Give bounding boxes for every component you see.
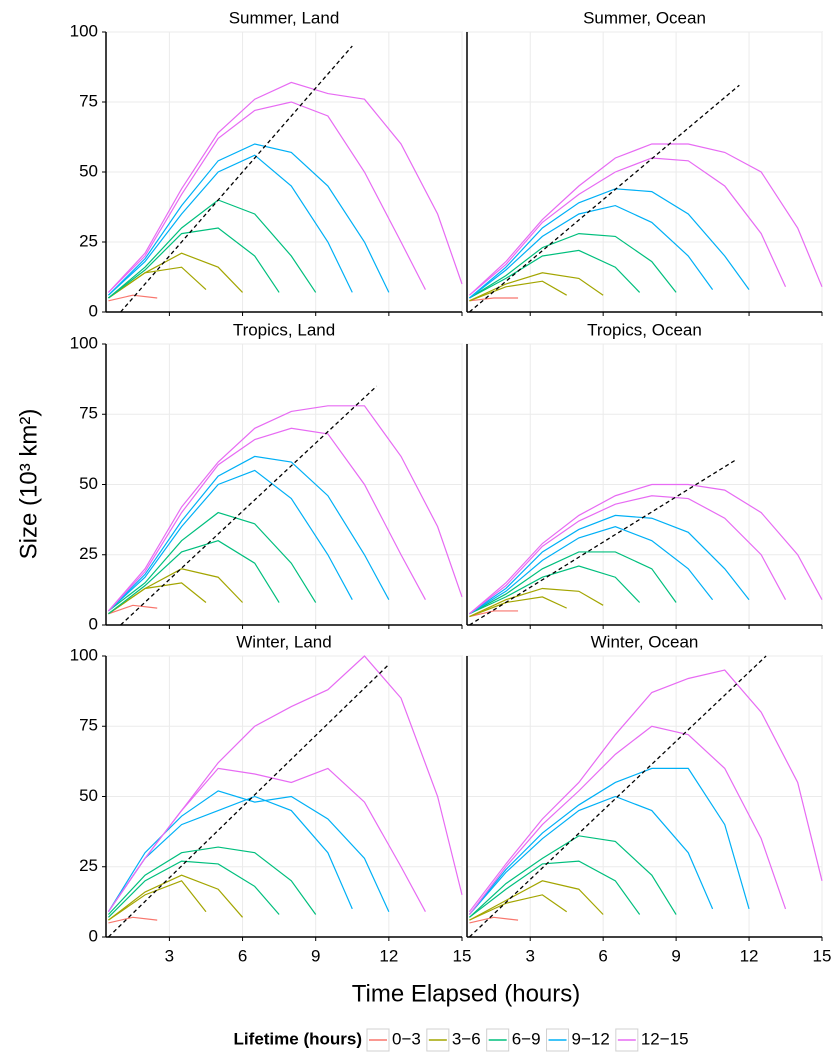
panel-title: Tropics, Land [233, 320, 335, 339]
series-line [108, 227, 280, 299]
series-line [107, 427, 426, 612]
y-tick-label: 75 [79, 91, 98, 110]
series-line [108, 252, 243, 299]
series-line [469, 280, 567, 302]
series-line [469, 483, 823, 615]
series-line [469, 204, 714, 299]
reference-line [107, 663, 390, 938]
series-line [468, 669, 823, 913]
series-line [108, 604, 158, 615]
panel-title: Tropics, Ocean [587, 320, 702, 339]
x-tick-label: 15 [813, 946, 832, 965]
y-tick-label: 0 [89, 301, 98, 320]
y-tick-label: 25 [79, 231, 98, 250]
series-line [107, 405, 463, 612]
series-line [107, 795, 353, 913]
series-line [108, 874, 244, 921]
series-line [469, 916, 519, 924]
series-line [108, 511, 317, 612]
x-tick-label: 6 [598, 946, 607, 965]
series-line [469, 596, 567, 618]
reference-line [468, 655, 767, 938]
series-line [469, 610, 519, 618]
series-line [469, 551, 677, 615]
y-tick-label: 0 [89, 614, 98, 633]
reference-line [120, 45, 353, 313]
series-line [469, 297, 519, 302]
series-line [108, 101, 426, 293]
series-line [468, 795, 714, 915]
legend-label: 12−15 [641, 1029, 689, 1048]
series-line [469, 514, 750, 615]
series-line [108, 860, 280, 918]
series-line [107, 846, 317, 915]
y-tick-label: 50 [79, 161, 98, 180]
series-line [469, 249, 641, 299]
series-line [107, 655, 463, 913]
series-line [469, 835, 677, 918]
x-tick-label: 6 [238, 946, 247, 965]
series-line [108, 916, 158, 924]
x-tick-label: 9 [671, 946, 680, 965]
series-line [469, 232, 677, 299]
series-line [108, 294, 158, 302]
x-tick-label: 15 [453, 946, 472, 965]
series-line [469, 860, 641, 918]
series-line [108, 568, 243, 615]
panel-title: Winter, Ocean [591, 632, 699, 651]
series-line [108, 154, 353, 296]
y-tick-label: 25 [79, 544, 98, 563]
series-line [107, 790, 390, 913]
series-line [468, 725, 787, 915]
legend-label: 9−12 [572, 1029, 610, 1048]
x-axis-label: Time Elapsed (hours) [352, 980, 581, 1007]
y-tick-label: 25 [79, 856, 98, 875]
y-tick-label: 50 [79, 786, 98, 805]
x-tick-label: 3 [525, 946, 534, 965]
reference-line [469, 458, 738, 626]
series-line [469, 565, 641, 615]
y-tick-label: 75 [79, 716, 98, 735]
series-line [468, 767, 750, 915]
series-line [107, 81, 463, 293]
series-line [469, 157, 787, 296]
legend-label: 0−3 [392, 1029, 421, 1048]
series-line [108, 880, 207, 921]
legend-title: Lifetime (hours) [234, 1029, 362, 1048]
reference-line [120, 385, 378, 626]
legend-label: 6−9 [512, 1029, 541, 1048]
y-tick-label: 0 [89, 926, 98, 945]
series-line [469, 587, 604, 618]
y-tick-label: 75 [79, 404, 98, 423]
x-tick-label: 12 [740, 946, 759, 965]
panel-title: Summer, Ocean [583, 8, 706, 27]
y-tick-label: 100 [70, 333, 98, 352]
y-tick-label: 50 [79, 474, 98, 493]
series-line [108, 143, 390, 296]
x-tick-label: 3 [165, 946, 174, 965]
series-line [108, 469, 353, 612]
reference-line [469, 84, 740, 313]
panel-title: Winter, Land [236, 632, 331, 651]
legend-label: 3−6 [452, 1029, 481, 1048]
series-line [108, 540, 280, 615]
series-line [469, 143, 823, 296]
series-line [469, 272, 604, 302]
x-tick-label: 12 [379, 946, 398, 965]
series-line [469, 526, 714, 615]
series-line [108, 455, 390, 612]
y-tick-label: 100 [70, 645, 98, 664]
series-line [469, 495, 787, 615]
y-tick-label: 100 [70, 21, 98, 40]
series-line [469, 894, 568, 921]
x-tick-label: 9 [311, 946, 320, 965]
y-axis-label: Size (10³ km²) [15, 409, 42, 560]
panel-title: Summer, Land [229, 8, 340, 27]
series-line [469, 880, 604, 921]
